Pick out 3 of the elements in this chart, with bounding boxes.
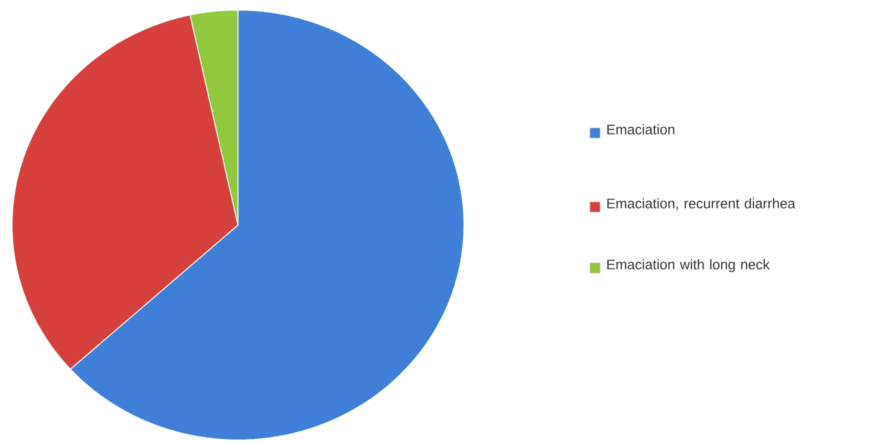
legend-label: Emaciation (607, 124, 674, 134)
legend-label: Emaciation with long neck (607, 259, 770, 272)
legend-label: Emaciation, recurrent diarrhea (607, 198, 796, 210)
